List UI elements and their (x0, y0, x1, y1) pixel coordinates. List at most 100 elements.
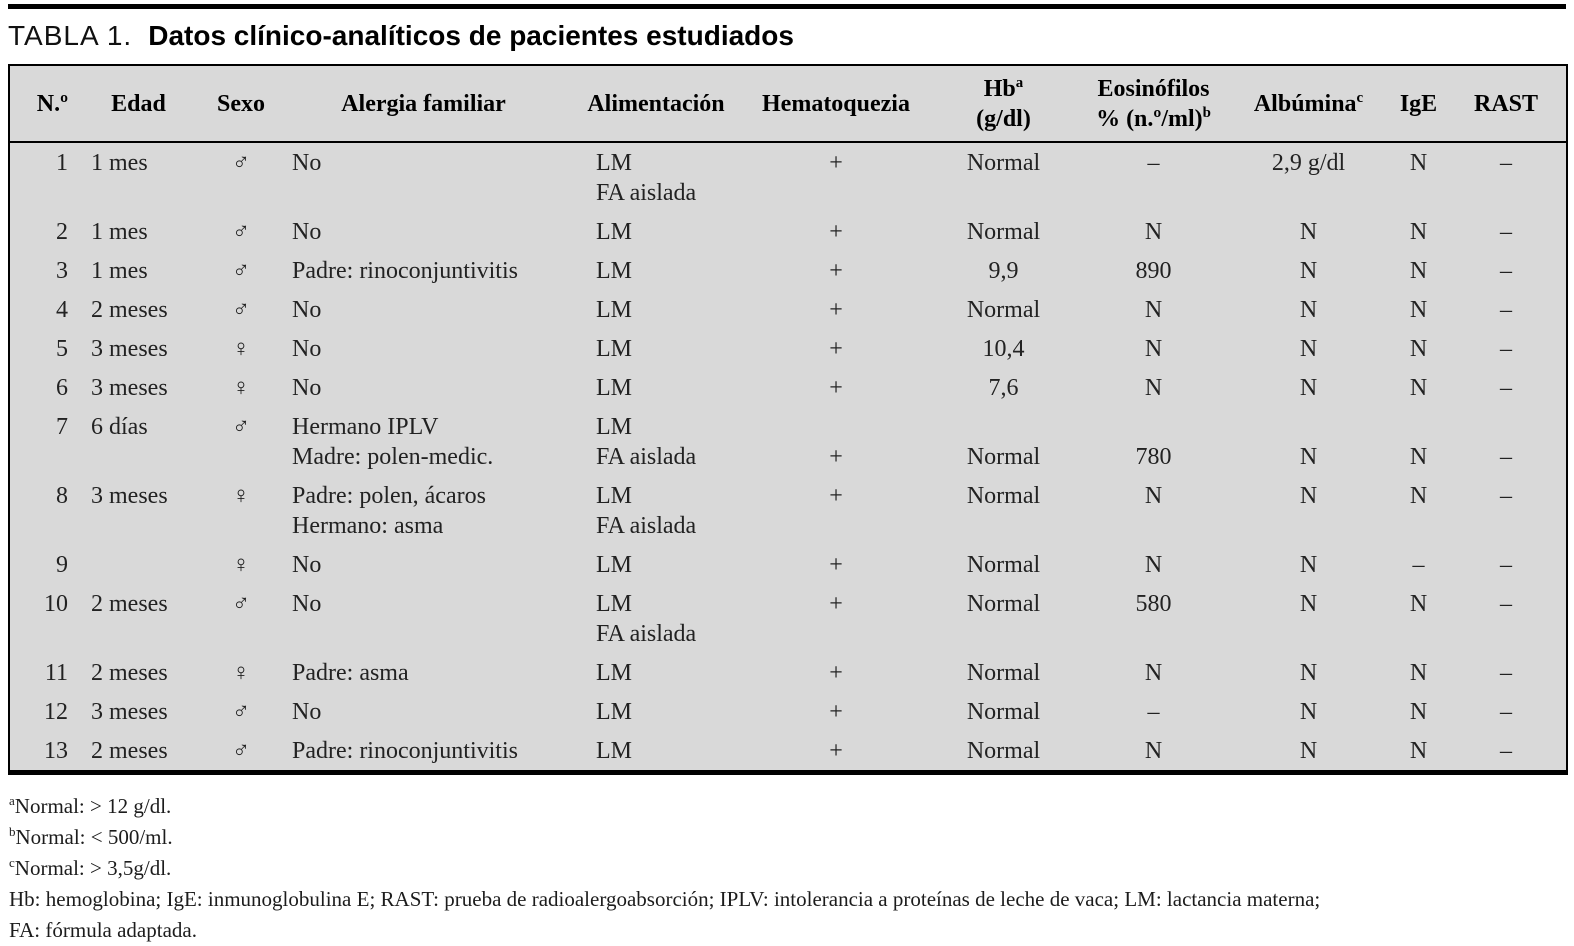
cell-alergia: Hermano IPLV Madre: polen-medic. (281, 407, 566, 476)
cell-edad-line-text: 2 meses (91, 660, 168, 686)
cell-ige-line-text: N (1409, 336, 1428, 362)
cell-num: 2 (9, 212, 76, 251)
cell-ige: – (1391, 545, 1446, 584)
cell-ige-line-text: N (1409, 297, 1428, 323)
cell-edad-line: 2 meses (91, 736, 201, 766)
cell-hematoquezia: + (746, 212, 926, 251)
cell-sexo: ♀ (201, 329, 281, 368)
cell-alimentacion: LM (566, 653, 746, 692)
cell-alergia-line-text: No (292, 150, 322, 176)
cell-alimentacion-line-text: FA aislada (596, 621, 697, 647)
column-header-eosinofilos: Eosinófilos% (n.º/ml)b (1081, 65, 1226, 143)
cell-alimentacion-line-text: FA aislada (596, 180, 697, 206)
cell-edad-line-text: 2 meses (91, 297, 168, 323)
column-header-alergia: Alergia familiar (281, 65, 566, 143)
cell-albumina-line-text: N (1299, 297, 1318, 323)
cell-alergia: No (281, 692, 566, 731)
cell-alergia-line: No (292, 334, 566, 364)
table-row: 10 2 meses ♂ No LM FA aislada + Normal 580 N N – (9, 584, 1567, 653)
cell-hb-line: Normal (926, 148, 1081, 178)
cell-hematoquezia-line-text: + (829, 444, 843, 470)
cell-alimentacion: LM FA aislada (566, 584, 746, 653)
cell-albumina-line-text: N (1299, 483, 1318, 509)
column-header-num-line-text: N.º (36, 91, 68, 117)
cell-rast: – (1446, 407, 1567, 476)
cell-alimentacion-line: LM (596, 412, 746, 442)
cell-hematoquezia-line: + (746, 256, 926, 286)
cell-num-line-text: 7 (56, 414, 68, 440)
sex-symbol: ♂ (201, 697, 281, 727)
cell-albumina-line-text: N (1299, 444, 1318, 470)
cell-alergia-line: Padre: rinoconjuntivitis (292, 736, 566, 766)
cell-eosinofilos-line-text: 890 (1135, 258, 1172, 284)
cell-rast: – (1446, 545, 1567, 584)
cell-eosinofilos: 890 (1081, 251, 1226, 290)
column-header-albumina: Albúminac (1226, 65, 1391, 143)
cell-eosinofilos: 580 (1081, 584, 1226, 653)
cell-hematoquezia-line-text: + (829, 552, 843, 578)
cell-albumina-line: N (1226, 217, 1391, 247)
cell-alergia: No (281, 368, 566, 407)
cell-hematoquezia-line: + (746, 373, 926, 403)
cell-eosinofilos-line-text: – (1147, 150, 1160, 176)
cell-alimentacion: LM (566, 212, 746, 251)
cell-ige: N (1391, 251, 1446, 290)
cell-ige-line: N (1391, 334, 1446, 364)
sex-symbol-text: ♂ (232, 591, 250, 617)
cell-rast-line: – (1446, 295, 1566, 325)
sex-symbol-text: ♀ (232, 483, 250, 509)
cell-num-line: 3 (10, 256, 68, 286)
cell-eosinofilos-line-text: – (1147, 699, 1160, 725)
cell-hematoquezia-line: + (746, 589, 926, 619)
cell-albumina-line: N (1226, 481, 1391, 511)
cell-ige-line (1391, 412, 1446, 442)
table-row: 3 1 mes ♂ Padre: rinoconjuntivitis LM +9,9 890… (9, 251, 1567, 290)
cell-ige: N (1391, 329, 1446, 368)
sex-symbol-text: ♂ (232, 150, 250, 176)
sex-symbol-text: ♀ (232, 375, 250, 401)
cell-rast-line: – (1446, 334, 1566, 364)
cell-eosinofilos: N (1081, 212, 1226, 251)
cell-hb-line: Normal (926, 442, 1081, 472)
cell-eosinofilos-line: N (1081, 481, 1226, 511)
cell-edad: 3 meses (76, 368, 201, 407)
cell-rast-line: – (1446, 148, 1566, 178)
cell-rast-line-text: – (1500, 591, 1512, 617)
cell-eosinofilos: N (1081, 476, 1226, 545)
cell-rast: – (1446, 212, 1567, 251)
cell-hematoquezia-line-text: + (829, 150, 843, 176)
cell-albumina-line: N (1226, 295, 1391, 325)
cell-ige-line-text: N (1409, 699, 1428, 725)
column-header-hb-line-text: Hb (983, 76, 1016, 102)
cell-num-line-text: 12 (44, 699, 68, 725)
cell-albumina-line: 2,9 g/dl (1226, 148, 1391, 178)
cell-alergia-line-text: Madre: polen-medic. (292, 444, 494, 470)
cell-alimentacion-line: FA aislada (596, 619, 746, 649)
sex-symbol: ♂ (201, 589, 281, 619)
cell-hematoquezia: + (746, 407, 926, 476)
cell-sexo: ♂ (201, 731, 281, 773)
sex-symbol-text: ♂ (232, 258, 250, 284)
cell-num: 12 (9, 692, 76, 731)
cell-ige-line: N (1391, 697, 1446, 727)
cell-sexo: ♂ (201, 692, 281, 731)
cell-hb: Normal (926, 653, 1081, 692)
cell-alergia-line-text: No (292, 336, 322, 362)
cell-hematoquezia-line-text: + (829, 297, 843, 323)
cell-hematoquezia-line: + (746, 697, 926, 727)
cell-edad-line (91, 550, 201, 580)
cell-alimentacion-line: LM (596, 589, 746, 619)
cell-alergia-line: No (292, 550, 566, 580)
cell-rast-line: – (1446, 697, 1566, 727)
cell-ige: N (1391, 142, 1446, 212)
cell-alimentacion-line-text: LM (596, 297, 632, 323)
cell-hematoquezia-line: + (746, 334, 926, 364)
cell-sexo: ♀ (201, 545, 281, 584)
cell-alimentacion-line-text: LM (596, 150, 632, 176)
cell-alimentacion: LM (566, 692, 746, 731)
cell-ige-line: – (1391, 550, 1446, 580)
column-header-eosinofilos-line-superscript: b (1202, 105, 1211, 121)
cell-alimentacion-line-text: LM (596, 738, 632, 764)
cell-hb-line: 7,6 (926, 373, 1081, 403)
cell-alimentacion: LM (566, 731, 746, 773)
